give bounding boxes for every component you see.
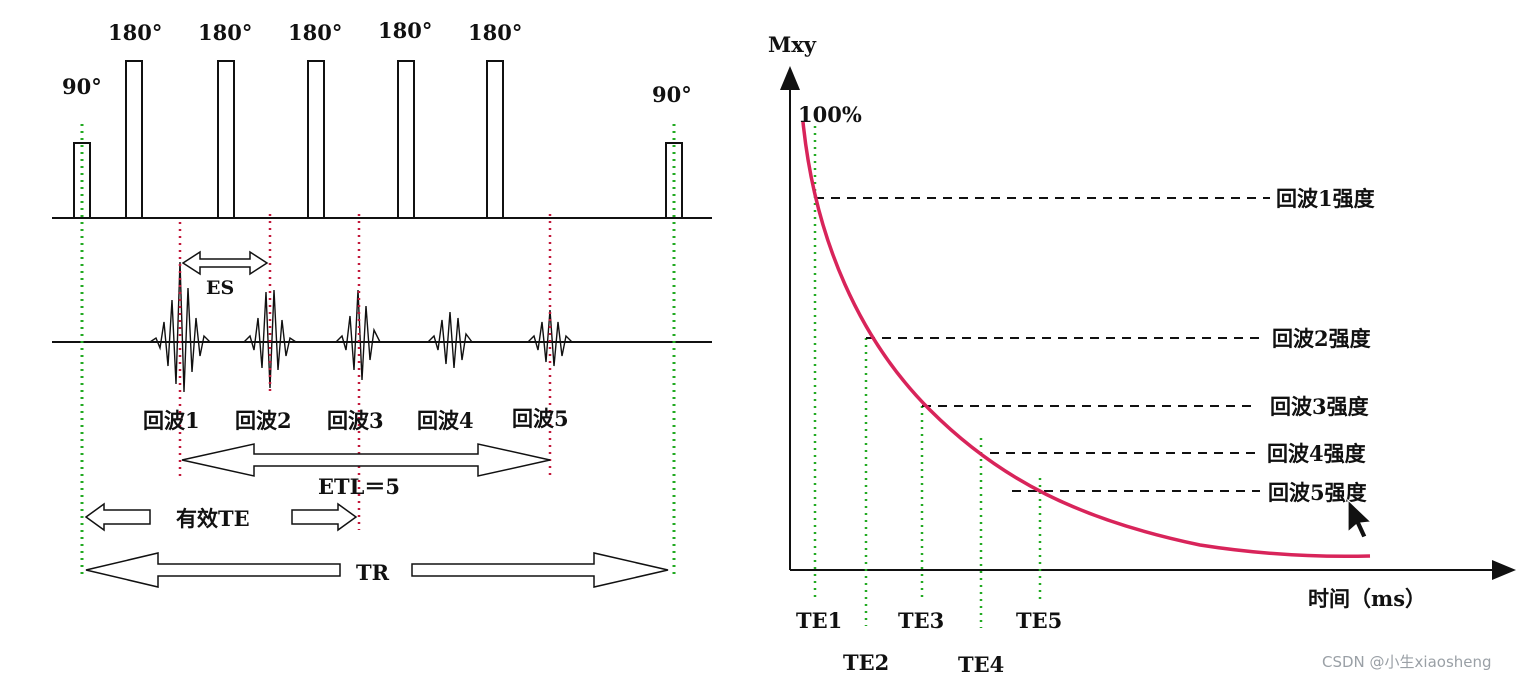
intensity-label-5: 回波5强度 [1268,480,1367,505]
pulse-180-label-4: 180° [378,18,432,43]
te-label-3: TE3 [898,608,944,633]
effective-te-arrow-right [291,502,358,532]
pulse-180-5 [486,60,504,219]
intensity-lines [815,197,1270,492]
max-label: 100% [798,102,862,127]
echo-waveform-1 [149,261,211,393]
watermark: CSDN @小生xiaosheng [1322,653,1492,671]
echo-label-2: 回波2 [235,408,292,433]
tr-arrow-right [411,552,669,588]
pulse-180-2 [217,60,235,219]
etl-arrow [181,443,551,477]
echo-label-4: 回波4 [417,408,474,433]
tr-arrow-left [85,552,341,588]
te-label-5: TE5 [1016,608,1062,633]
te-guide-lines [813,126,1042,628]
tr-marker-lines [80,124,676,576]
pulse-180-label-1: 180° [108,20,162,45]
te-label-2: TE2 [843,650,889,675]
effective-te-arrow-left [84,502,151,532]
pulse-180-label-3: 180° [288,20,342,45]
pulse-180-1 [125,60,143,219]
etl-label: ETL＝5 [318,474,400,499]
echo-waveform-2 [243,289,297,389]
pulse-90-right-label: 90° [652,82,692,107]
echo-waveform-4 [427,311,473,369]
effective-te-label: 有效TE [176,506,250,531]
es-label: ES [206,277,234,299]
te-label-4: TE4 [958,652,1004,677]
te-label-1: TE1 [796,608,842,633]
echo-label-3: 回波3 [327,408,384,433]
pulse-180-label-2: 180° [198,20,252,45]
pulse-180-4 [397,60,415,219]
y-axis-label: Mxy [768,32,817,57]
x-axis-label: 时间（ms） [1308,586,1426,611]
pulse-90-left-label: 90° [62,74,102,99]
pulse-180-label-5: 180° [468,20,522,45]
intensity-label-2: 回波2强度 [1272,326,1371,351]
intensity-label-4: 回波4强度 [1267,441,1366,466]
intensity-label-1: 回波1强度 [1276,186,1375,211]
echo-label-5: 回波5 [512,406,569,431]
echo-label-1: 回波1 [143,408,200,433]
tr-label: TR [356,560,390,585]
es-arrow [181,250,269,276]
echo-center-lines [178,214,552,530]
intensity-label-3: 回波3强度 [1270,394,1369,419]
pulse-180-3 [307,60,325,219]
pulse-sequence-diagram: 90° 90° 180° 180° 180° 180° 180° ES [52,18,712,588]
t2-decay-chart: Mxy 时间（ms） 100% TE1 TE2 TE3 TE4 TE5 回波1强… [768,32,1516,677]
decay-curve [801,121,1371,559]
echo-waveform-3 [335,289,381,381]
mouse-cursor-icon [1347,498,1373,539]
echo-waveform-5 [527,309,573,367]
